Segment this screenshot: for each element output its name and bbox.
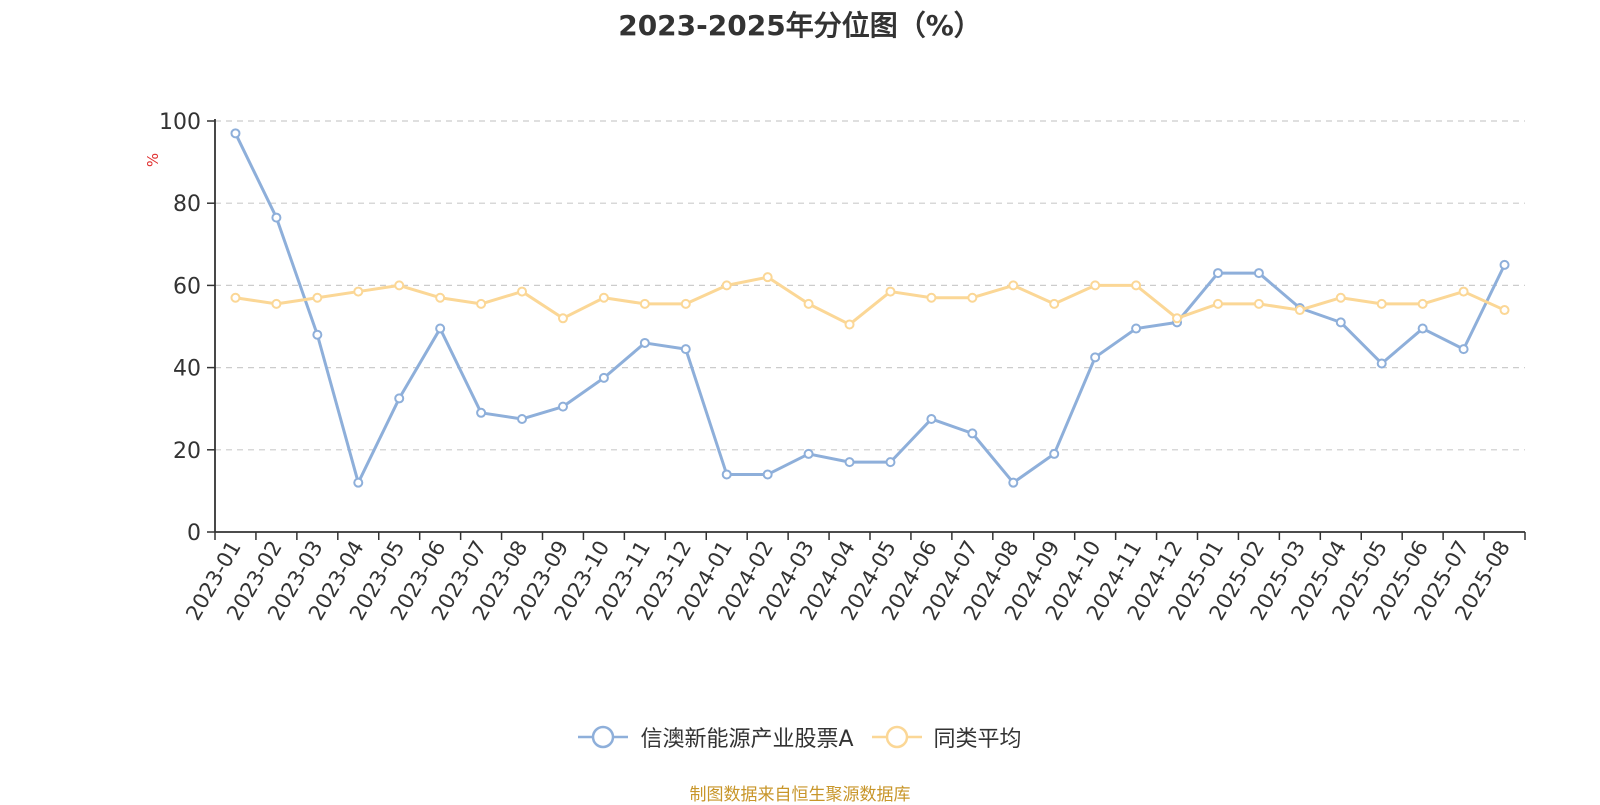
series-0-point-2024-04 <box>844 457 855 468</box>
series-1-point-2025-06 <box>1417 298 1428 309</box>
series-0-point-2025-04 <box>1335 317 1346 328</box>
series-0-point-2025-06 <box>1417 323 1428 334</box>
chart-title: 2023-2025年分位图（%） <box>618 9 982 42</box>
series-0-point-2025-05 <box>1376 358 1387 369</box>
y-tick-label-100: 100 <box>159 110 201 135</box>
legend-item-fund[interactable]: 信澳新能源产业股票A <box>578 721 854 753</box>
series-0-point-2024-02 <box>762 469 773 480</box>
series-0-point-2024-08 <box>1008 477 1019 488</box>
series-1-point-2023-02 <box>271 298 282 309</box>
series-0-point-2023-10 <box>598 372 609 383</box>
series-1-point-2025-01 <box>1212 298 1223 309</box>
series-1-point-2023-05 <box>394 280 405 291</box>
series-1-point-2023-06 <box>435 292 446 303</box>
series-0-point-2023-02 <box>271 212 282 223</box>
series-line-1 <box>235 275 1506 326</box>
series-1-point-2023-10 <box>598 292 609 303</box>
series-line-0 <box>234 132 1506 485</box>
legend-average-line-icon <box>871 725 922 749</box>
series-1-point-2025-08 <box>1499 305 1510 316</box>
series-1-point-2023-01 <box>230 292 241 303</box>
series-0-point-2023-09 <box>557 401 568 412</box>
series-1-point-2024-05 <box>885 286 896 297</box>
y-tick-label-80: 80 <box>173 192 201 217</box>
series-0-point-2023-07 <box>476 407 487 418</box>
series-1-point-2025-03 <box>1294 305 1305 316</box>
y-tick-label-40: 40 <box>173 357 201 382</box>
series-0-point-2025-08 <box>1499 259 1510 270</box>
series-1-point-2023-08 <box>517 286 528 297</box>
series-0-point-2023-05 <box>394 393 405 404</box>
series-1-point-2024-11 <box>1131 280 1142 291</box>
series-0-point-2025-02 <box>1253 268 1264 279</box>
series-1-point-2023-04 <box>353 286 364 297</box>
series-1-point-2023-12 <box>680 298 691 309</box>
y-axis-unit-label: % <box>144 153 162 167</box>
series-0-point-2025-07 <box>1458 344 1469 355</box>
series-0-point-2024-03 <box>803 448 814 459</box>
series-1-point-2024-07 <box>967 292 978 303</box>
series-0-point-2023-06 <box>435 323 446 334</box>
legend-label-fund: 信澳新能源产业股票A <box>640 727 854 752</box>
series-0-point-2024-10 <box>1090 352 1101 363</box>
series-0-point-2024-07 <box>967 428 978 439</box>
series-0-point-2023-04 <box>353 477 364 488</box>
series-1-point-2024-03 <box>803 298 814 309</box>
legend-item-peer-average[interactable]: 同类平均 <box>871 721 1022 753</box>
y-tick-label-60: 60 <box>173 274 201 299</box>
series-1-point-2025-07 <box>1458 286 1469 297</box>
series-1-point-2024-02 <box>762 272 773 283</box>
series-1-point-2023-09 <box>557 313 568 324</box>
series-0-point-2023-01 <box>230 128 241 139</box>
series-1-point-2024-09 <box>1049 298 1060 309</box>
series-0-point-2023-12 <box>680 344 691 355</box>
series-0-point-2024-09 <box>1049 448 1060 459</box>
series-1-point-2024-08 <box>1008 280 1019 291</box>
legend-fund-line-icon <box>578 725 629 749</box>
series-0-point-2024-11 <box>1131 323 1142 334</box>
legend-label-peer-average: 同类平均 <box>933 727 1022 752</box>
series-1-point-2024-06 <box>926 292 937 303</box>
series-layer <box>230 128 1510 488</box>
source-note: 制图数据来自恒生聚源数据库 <box>689 785 911 805</box>
series-1-point-2023-11 <box>639 298 650 309</box>
series-1-point-2025-04 <box>1335 292 1346 303</box>
series-0-point-2023-03 <box>312 329 323 340</box>
series-0-point-2023-11 <box>639 337 650 348</box>
series-1-point-2025-05 <box>1376 298 1387 309</box>
series-0-point-2025-01 <box>1212 268 1223 279</box>
y-tick-label-20: 20 <box>173 439 201 464</box>
series-1-point-2024-12 <box>1172 313 1183 324</box>
series-1-point-2023-07 <box>476 298 487 309</box>
legend: 信澳新能源产业股票A 同类平均 <box>0 721 1600 753</box>
series-1-point-2024-10 <box>1090 280 1101 291</box>
series-1-point-2024-01 <box>721 280 732 291</box>
series-0-point-2024-06 <box>926 413 937 424</box>
series-0-point-2023-08 <box>517 413 528 424</box>
series-1-point-2025-02 <box>1253 298 1264 309</box>
grid-lines <box>215 120 1525 451</box>
series-0-point-2024-01 <box>721 469 732 480</box>
series-1-point-2024-04 <box>844 319 855 330</box>
series-1-point-2023-03 <box>312 292 323 303</box>
series-0-point-2024-05 <box>885 457 896 468</box>
y-tick-label-0: 0 <box>187 521 201 546</box>
